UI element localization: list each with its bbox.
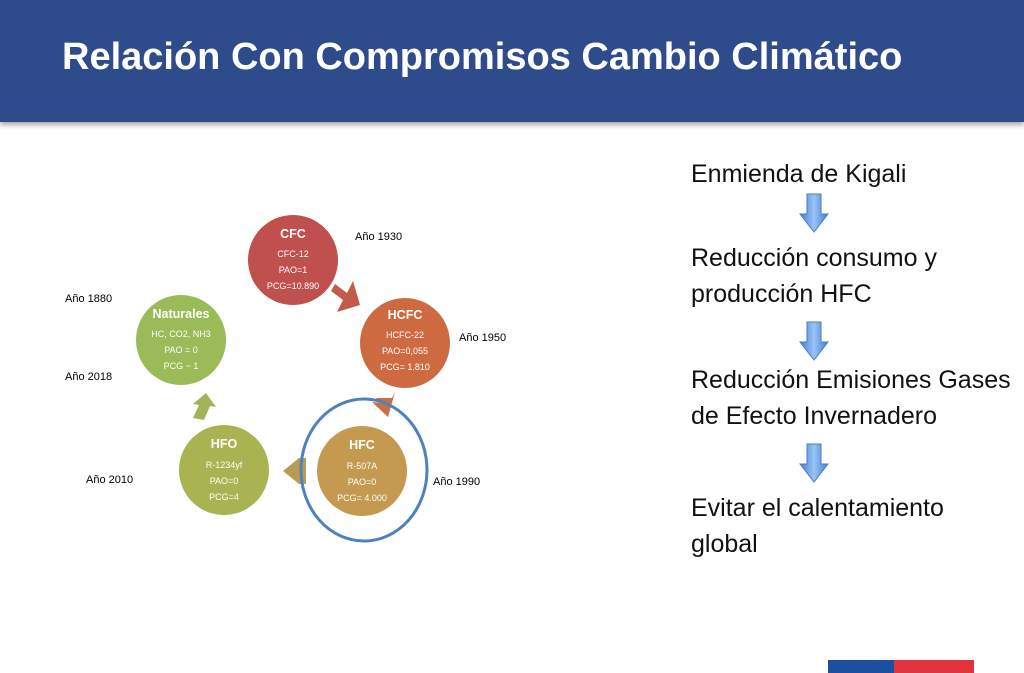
node-cfc-line: PAO=1 <box>279 265 308 275</box>
year-label-cfc: Año 1930 <box>355 231 402 243</box>
node-cfc-line: CFC-12 <box>277 249 309 259</box>
down-arrow-icon <box>799 193 829 233</box>
node-hfo-circle <box>179 425 269 515</box>
step-kigali: Enmienda de Kigali <box>691 160 907 188</box>
year-label-naturales-2: Año 2018 <box>65 371 112 383</box>
step-reduccion-emisiones: Reducción Emisiones Gases de Efecto Inve… <box>691 366 1011 430</box>
node-cfc-circle <box>248 215 338 305</box>
step-evitar-calentamiento: Evitar el calentamiento global <box>691 494 944 558</box>
flag-stripe <box>828 660 974 673</box>
node-naturales-name: Naturales <box>153 307 210 321</box>
hfc-highlight-ring <box>299 397 429 543</box>
arrow-cfc-to-hcfc <box>331 281 360 312</box>
node-cfc-name: CFC <box>280 227 306 241</box>
node-hcfc-line: PAO=0,055 <box>382 346 428 356</box>
node-hfc-name: HFC <box>349 438 375 452</box>
node-hfo-line: PAO=0 <box>210 476 239 486</box>
node-hcfc-name: HCFC <box>388 308 423 322</box>
year-label-hcfc: Año 1950 <box>459 332 506 344</box>
flag-stripe-blue <box>828 660 894 673</box>
node-hcfc-line: HCFC-22 <box>386 330 424 340</box>
node-hfo-name: HFO <box>211 437 238 451</box>
kigali-steps: Enmienda de Kigali Reducción consumo y p… <box>691 156 1011 562</box>
flag-stripe-red <box>894 660 974 673</box>
node-naturales-line: PCG ~ 1 <box>164 361 199 371</box>
year-label-hfo: Año 2010 <box>86 474 133 486</box>
slide-title: Relación Con Compromisos Cambio Climátic… <box>62 36 903 78</box>
node-hfc-line: PCG= 4.000 <box>337 493 387 503</box>
node-hfc-line: PAO=0 <box>348 477 377 487</box>
node-hfo-line: R-1234yf <box>206 460 243 470</box>
arrow-hfo-to-naturales <box>193 393 216 420</box>
title-bar: Relación Con Compromisos Cambio Climátic… <box>0 0 1024 122</box>
down-arrow-icon <box>799 443 829 483</box>
step-reduccion-consumo: Reducción consumo y producción HFC <box>691 244 937 308</box>
down-arrow-icon <box>799 321 829 361</box>
node-hfo-line: PCG=4 <box>209 492 239 502</box>
node-hfc-circle <box>317 426 407 516</box>
node-cfc-line: PCG=10.890 <box>267 281 319 291</box>
node-hcfc-circle <box>360 298 450 388</box>
year-label-naturales-1: Año 1880 <box>65 293 112 305</box>
node-hcfc-line: PCG= 1.810 <box>380 362 430 372</box>
node-naturales-circle <box>136 295 226 385</box>
year-label-hfc: Año 1990 <box>433 476 480 488</box>
node-hfc-line: R-507A <box>347 461 378 471</box>
node-naturales-line: HC, CO2, NH3 <box>151 329 211 339</box>
arrow-hcfc-to-hfc <box>372 392 395 417</box>
node-naturales-line: PAO = 0 <box>164 345 198 355</box>
